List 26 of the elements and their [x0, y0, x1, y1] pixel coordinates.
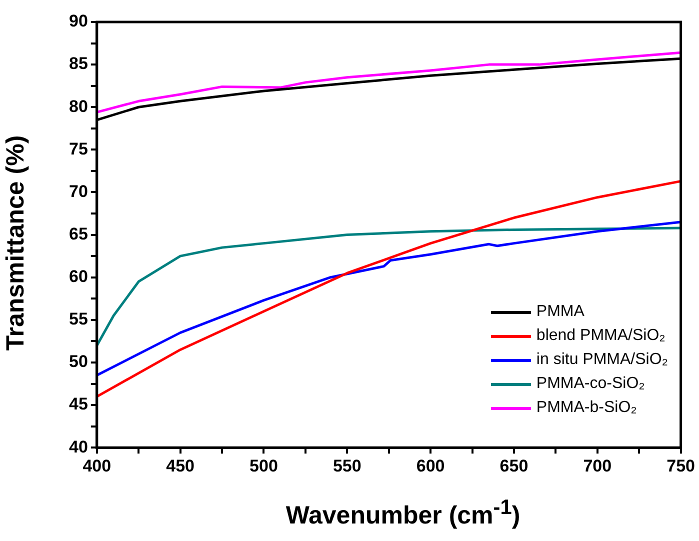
legend-label: PMMA-b-SiO₂	[536, 399, 637, 417]
y-tick-label: 65	[68, 224, 88, 244]
x-tick-label: 600	[416, 456, 445, 476]
y-tick-label: 80	[68, 96, 88, 116]
y-axis-title: Transmittance (%)	[2, 135, 30, 351]
y-tick-label: 90	[68, 12, 88, 31]
legend-label: blend PMMA/SiO₂	[536, 327, 666, 345]
x-axis-title: Wavenumber (cm$^{-1}$)	[284, 496, 522, 530]
y-tick-label: 55	[68, 310, 88, 329]
y-tick-label: 40	[68, 437, 88, 456]
y-tick-label: 75	[68, 139, 88, 158]
x-tick-label: 650	[500, 456, 528, 476]
x-tick-label: 450	[166, 456, 195, 476]
legend-label: in situ PMMA/SiO₂	[536, 351, 668, 369]
y-tick-label: 60	[68, 267, 88, 286]
x-tick-label: 500	[250, 456, 278, 476]
y-tick-label: 85	[68, 54, 88, 74]
x-tick-label: 700	[583, 456, 612, 476]
y-tick-label: 45	[68, 394, 88, 414]
x-tick-label: 750	[666, 456, 696, 476]
y-tick-label: 70	[68, 182, 88, 201]
x-tick-label: 550	[332, 456, 362, 476]
x-tick-label: 400	[82, 456, 112, 476]
y-tick-label: 50	[68, 352, 88, 372]
legend-label: PMMA	[536, 303, 584, 321]
legend-label: PMMA-co-SiO₂	[536, 375, 645, 393]
